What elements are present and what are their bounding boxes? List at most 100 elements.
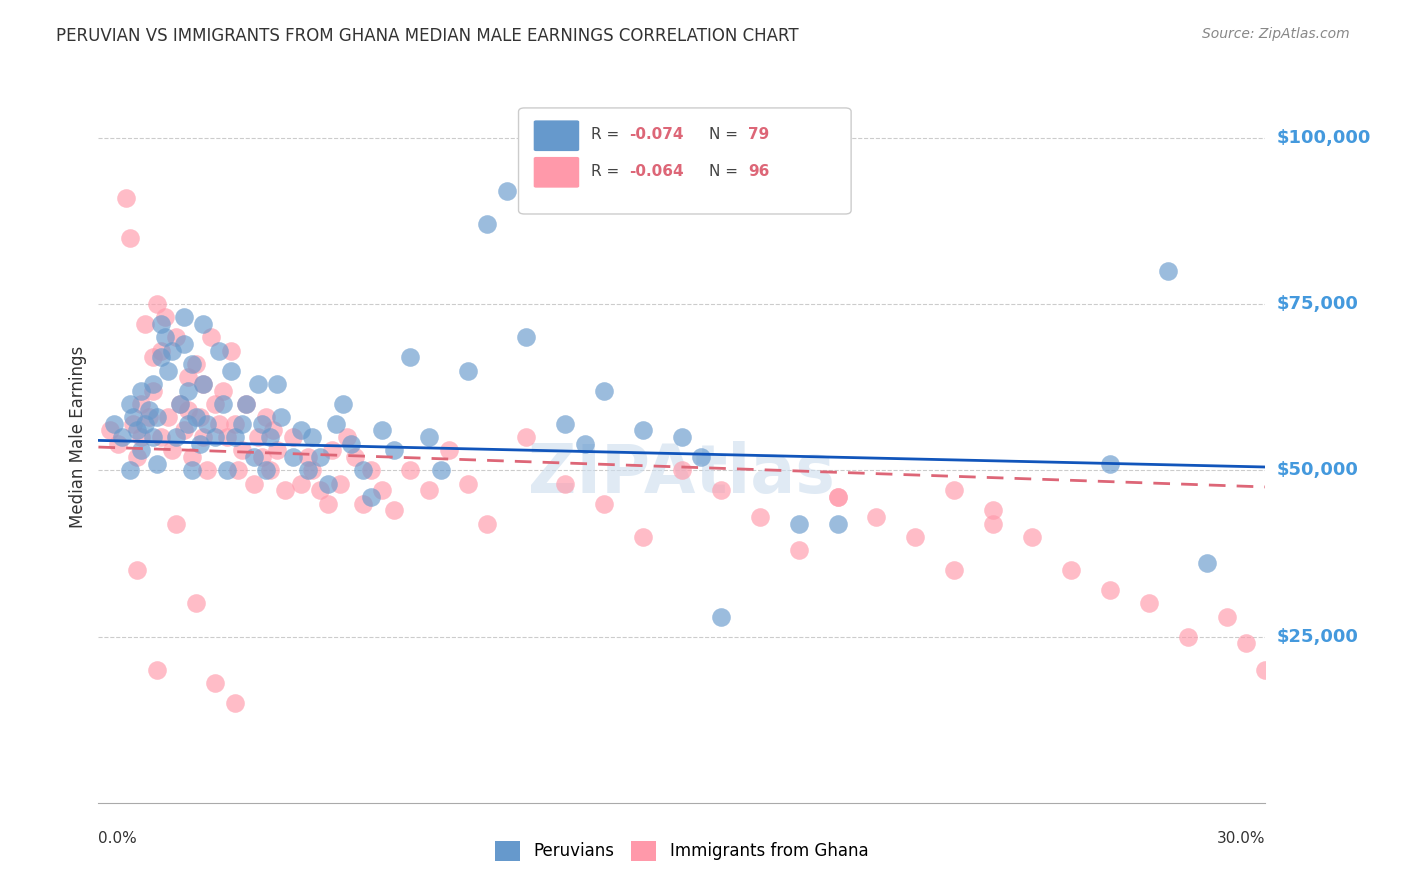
Point <box>180 357 202 371</box>
Point <box>169 397 191 411</box>
Point <box>162 343 184 358</box>
Point <box>1195 557 1218 571</box>
Point <box>382 503 405 517</box>
Point <box>418 430 440 444</box>
Point <box>165 516 187 531</box>
Point <box>316 497 339 511</box>
Point <box>329 476 352 491</box>
Point <box>281 430 304 444</box>
Point <box>180 450 202 464</box>
Point <box>188 410 211 425</box>
Point <box>309 450 332 464</box>
Point <box>129 384 152 398</box>
Point <box>193 376 215 391</box>
Point <box>371 424 394 438</box>
Point <box>204 430 226 444</box>
Point <box>418 483 440 498</box>
Point <box>243 476 266 491</box>
Point <box>340 436 363 450</box>
Point <box>184 596 207 610</box>
Point <box>231 417 253 431</box>
Point <box>149 430 172 444</box>
Point <box>173 424 195 438</box>
Point <box>111 430 134 444</box>
Point <box>301 463 323 477</box>
Point <box>981 503 1004 517</box>
Point <box>127 563 149 577</box>
Point <box>118 230 141 244</box>
Point <box>208 343 231 358</box>
Point <box>107 436 129 450</box>
Point <box>1254 663 1277 677</box>
Point <box>224 696 246 710</box>
Point <box>180 463 202 477</box>
Point <box>631 530 654 544</box>
Point <box>153 310 176 325</box>
Point <box>943 483 966 498</box>
Point <box>146 663 169 677</box>
Point <box>215 430 238 444</box>
Y-axis label: Median Male Earnings: Median Male Earnings <box>69 346 87 528</box>
Point <box>827 516 849 531</box>
Point <box>429 463 451 477</box>
Point <box>787 516 810 531</box>
Text: 0.0%: 0.0% <box>98 831 138 846</box>
Point <box>122 417 145 431</box>
Point <box>274 483 297 498</box>
Point <box>325 417 347 431</box>
Point <box>309 483 332 498</box>
Point <box>1137 596 1160 610</box>
Point <box>138 410 160 425</box>
Point <box>149 317 172 331</box>
Point <box>149 351 172 365</box>
Point <box>212 397 235 411</box>
Point <box>336 430 359 444</box>
Point <box>748 509 770 524</box>
Point <box>321 443 343 458</box>
Point <box>297 463 319 477</box>
Text: R =: R = <box>591 128 624 143</box>
Point <box>827 490 849 504</box>
Text: N =: N = <box>709 164 742 179</box>
Point <box>212 384 235 398</box>
Point <box>165 330 187 344</box>
Point <box>157 363 180 377</box>
Point <box>103 417 125 431</box>
Point <box>360 490 382 504</box>
Point <box>690 450 713 464</box>
Text: Source: ZipAtlas.com: Source: ZipAtlas.com <box>1202 27 1350 41</box>
Point <box>231 443 253 458</box>
Point <box>574 436 596 450</box>
Point <box>281 450 304 464</box>
Point <box>138 403 160 417</box>
Point <box>153 330 176 344</box>
Point <box>195 463 218 477</box>
Point <box>352 497 374 511</box>
Point <box>593 497 616 511</box>
Point <box>219 343 242 358</box>
Point <box>219 363 242 377</box>
Point <box>787 543 810 558</box>
Point <box>235 397 257 411</box>
Point <box>290 424 312 438</box>
Text: $100,000: $100,000 <box>1277 128 1371 147</box>
Text: -0.064: -0.064 <box>630 164 685 179</box>
Point <box>371 483 394 498</box>
Point <box>827 490 849 504</box>
Point <box>250 450 273 464</box>
Point <box>149 343 172 358</box>
Point <box>270 410 292 425</box>
Point <box>266 443 288 458</box>
Point <box>142 376 165 391</box>
Point <box>200 330 222 344</box>
Point <box>457 476 479 491</box>
Point <box>477 217 499 231</box>
Text: $75,000: $75,000 <box>1277 295 1358 313</box>
Point <box>1234 636 1257 650</box>
Text: R =: R = <box>591 164 624 179</box>
Point <box>127 424 149 438</box>
Point <box>495 184 517 198</box>
Point <box>671 463 693 477</box>
Point <box>177 403 200 417</box>
Point <box>184 357 207 371</box>
